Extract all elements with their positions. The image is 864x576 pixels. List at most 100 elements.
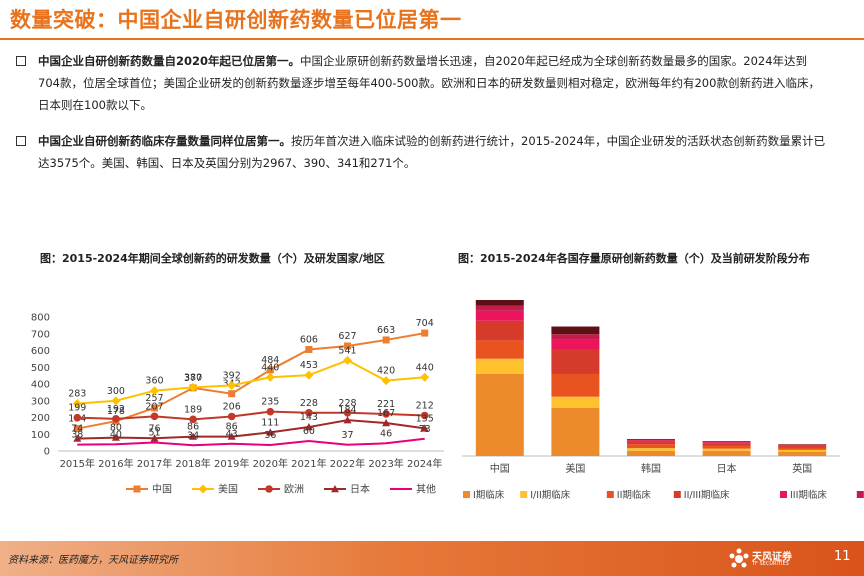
bar-segment xyxy=(475,310,524,321)
bar-segment xyxy=(551,339,600,350)
bar-segment xyxy=(627,440,675,442)
data-point xyxy=(381,376,391,386)
bar-segment xyxy=(778,447,827,450)
data-point xyxy=(420,411,429,420)
legend-label: 中国 xyxy=(152,483,172,496)
data-label: 167 xyxy=(377,408,395,419)
data-point xyxy=(305,345,313,353)
data-point xyxy=(343,355,352,365)
data-label: 207 xyxy=(145,401,163,412)
data-point xyxy=(227,380,237,390)
data-label: 440 xyxy=(261,362,279,373)
bar-segment xyxy=(627,444,675,449)
data-label: 189 xyxy=(184,404,202,415)
page-number: 11 xyxy=(834,549,851,564)
bar-segment xyxy=(702,445,751,449)
bar-segment xyxy=(475,320,524,341)
data-label: 453 xyxy=(300,360,318,371)
legend-swatch xyxy=(463,491,470,498)
legend-label: 美国 xyxy=(218,483,238,496)
data-label: 86 xyxy=(226,422,238,433)
x-tick-label: 2019年 xyxy=(214,457,249,470)
legend-label: 日本 xyxy=(350,483,370,496)
data-point xyxy=(111,396,121,406)
x-tick-label: 2016年 xyxy=(98,457,133,470)
bar-segment xyxy=(551,349,600,374)
data-point xyxy=(304,423,313,431)
legend-label: II/III期临床 xyxy=(684,489,730,501)
bar-segment xyxy=(702,442,751,444)
bar-segment xyxy=(627,441,675,445)
data-label: 36 xyxy=(264,430,276,441)
bar-segment xyxy=(702,441,751,442)
x-tick-label: 2021年 xyxy=(291,457,326,470)
bar-segment xyxy=(702,450,751,456)
bar-category-label: 英国 xyxy=(792,462,812,475)
data-label: 235 xyxy=(261,397,279,408)
data-label: 206 xyxy=(223,401,241,412)
data-point xyxy=(150,386,159,396)
data-point xyxy=(189,432,198,440)
data-point xyxy=(265,372,275,382)
bar-segment xyxy=(551,326,600,335)
x-tick-label: 2023年 xyxy=(368,457,403,470)
legend-label: II期临床 xyxy=(617,489,652,501)
bar-category-label: 韩国 xyxy=(641,462,661,475)
data-point xyxy=(73,434,82,442)
data-label: 51 xyxy=(148,427,160,438)
data-point xyxy=(189,415,197,424)
data-label: 34 xyxy=(187,430,199,441)
y-tick-label: 100 xyxy=(31,430,50,441)
data-point xyxy=(266,407,275,416)
bullet-box-icon xyxy=(16,136,26,146)
data-point xyxy=(382,410,390,418)
data-label: 420 xyxy=(377,366,395,377)
data-label: 663 xyxy=(377,325,395,336)
data-point xyxy=(188,382,198,392)
data-point xyxy=(343,416,352,424)
bar-segment xyxy=(627,439,675,441)
data-label: 43 xyxy=(226,429,238,440)
legend-marker xyxy=(198,484,208,494)
footer-bar: 资料来源：医药魔方，天风证券研究所 天风证券 TF SECURITIES 11 xyxy=(0,541,864,576)
bar-segment xyxy=(551,334,600,340)
title-underline xyxy=(0,38,864,40)
data-label: 74 xyxy=(71,424,83,435)
bar-category-label: 日本 xyxy=(717,462,737,475)
legend-marker xyxy=(331,485,339,493)
data-label: 178 xyxy=(107,406,125,417)
bar-segment xyxy=(627,438,675,440)
bullet-2-text: 按历年首次进入临床试验的创新药进行统计，2015-2024年，中国企业研发的活跃… xyxy=(38,134,826,170)
bullet-2: 中国企业自研创新药临床存量数量同样位居第一。按历年首次进入临床试验的创新药进行统… xyxy=(16,130,828,174)
data-label: 627 xyxy=(338,331,356,342)
bar-segment xyxy=(627,450,675,456)
data-label: 392 xyxy=(223,370,241,381)
series-line xyxy=(77,419,425,440)
bar-segment xyxy=(475,373,524,456)
bar-segment xyxy=(627,448,675,451)
data-point xyxy=(150,434,159,442)
data-point xyxy=(305,409,313,417)
bar-segment xyxy=(475,300,524,306)
legend-swatch xyxy=(606,491,614,498)
data-point xyxy=(420,424,429,432)
data-label: 228 xyxy=(300,398,318,409)
bar-segment xyxy=(551,408,600,456)
legend-swatch xyxy=(520,491,528,498)
data-point xyxy=(421,329,429,337)
data-point xyxy=(227,412,236,421)
bar-segment xyxy=(702,448,751,451)
bar-segment xyxy=(702,443,751,446)
y-tick-label: 600 xyxy=(31,346,50,357)
data-point xyxy=(73,425,81,433)
data-label: 360 xyxy=(145,376,163,387)
data-label: 38 xyxy=(71,430,83,441)
source-note: 资料来源：医药魔方，天风证券研究所 xyxy=(8,555,178,566)
brand-logo-icon xyxy=(729,548,749,568)
data-point xyxy=(382,336,390,344)
data-point xyxy=(150,412,159,421)
data-label: 704 xyxy=(416,318,434,329)
data-label: 377 xyxy=(184,373,202,384)
x-tick-label: 2024年 xyxy=(407,457,442,470)
bullet-1-bold: 中国企业自研创新药数量自2020年起已位居第一。 xyxy=(38,54,301,68)
